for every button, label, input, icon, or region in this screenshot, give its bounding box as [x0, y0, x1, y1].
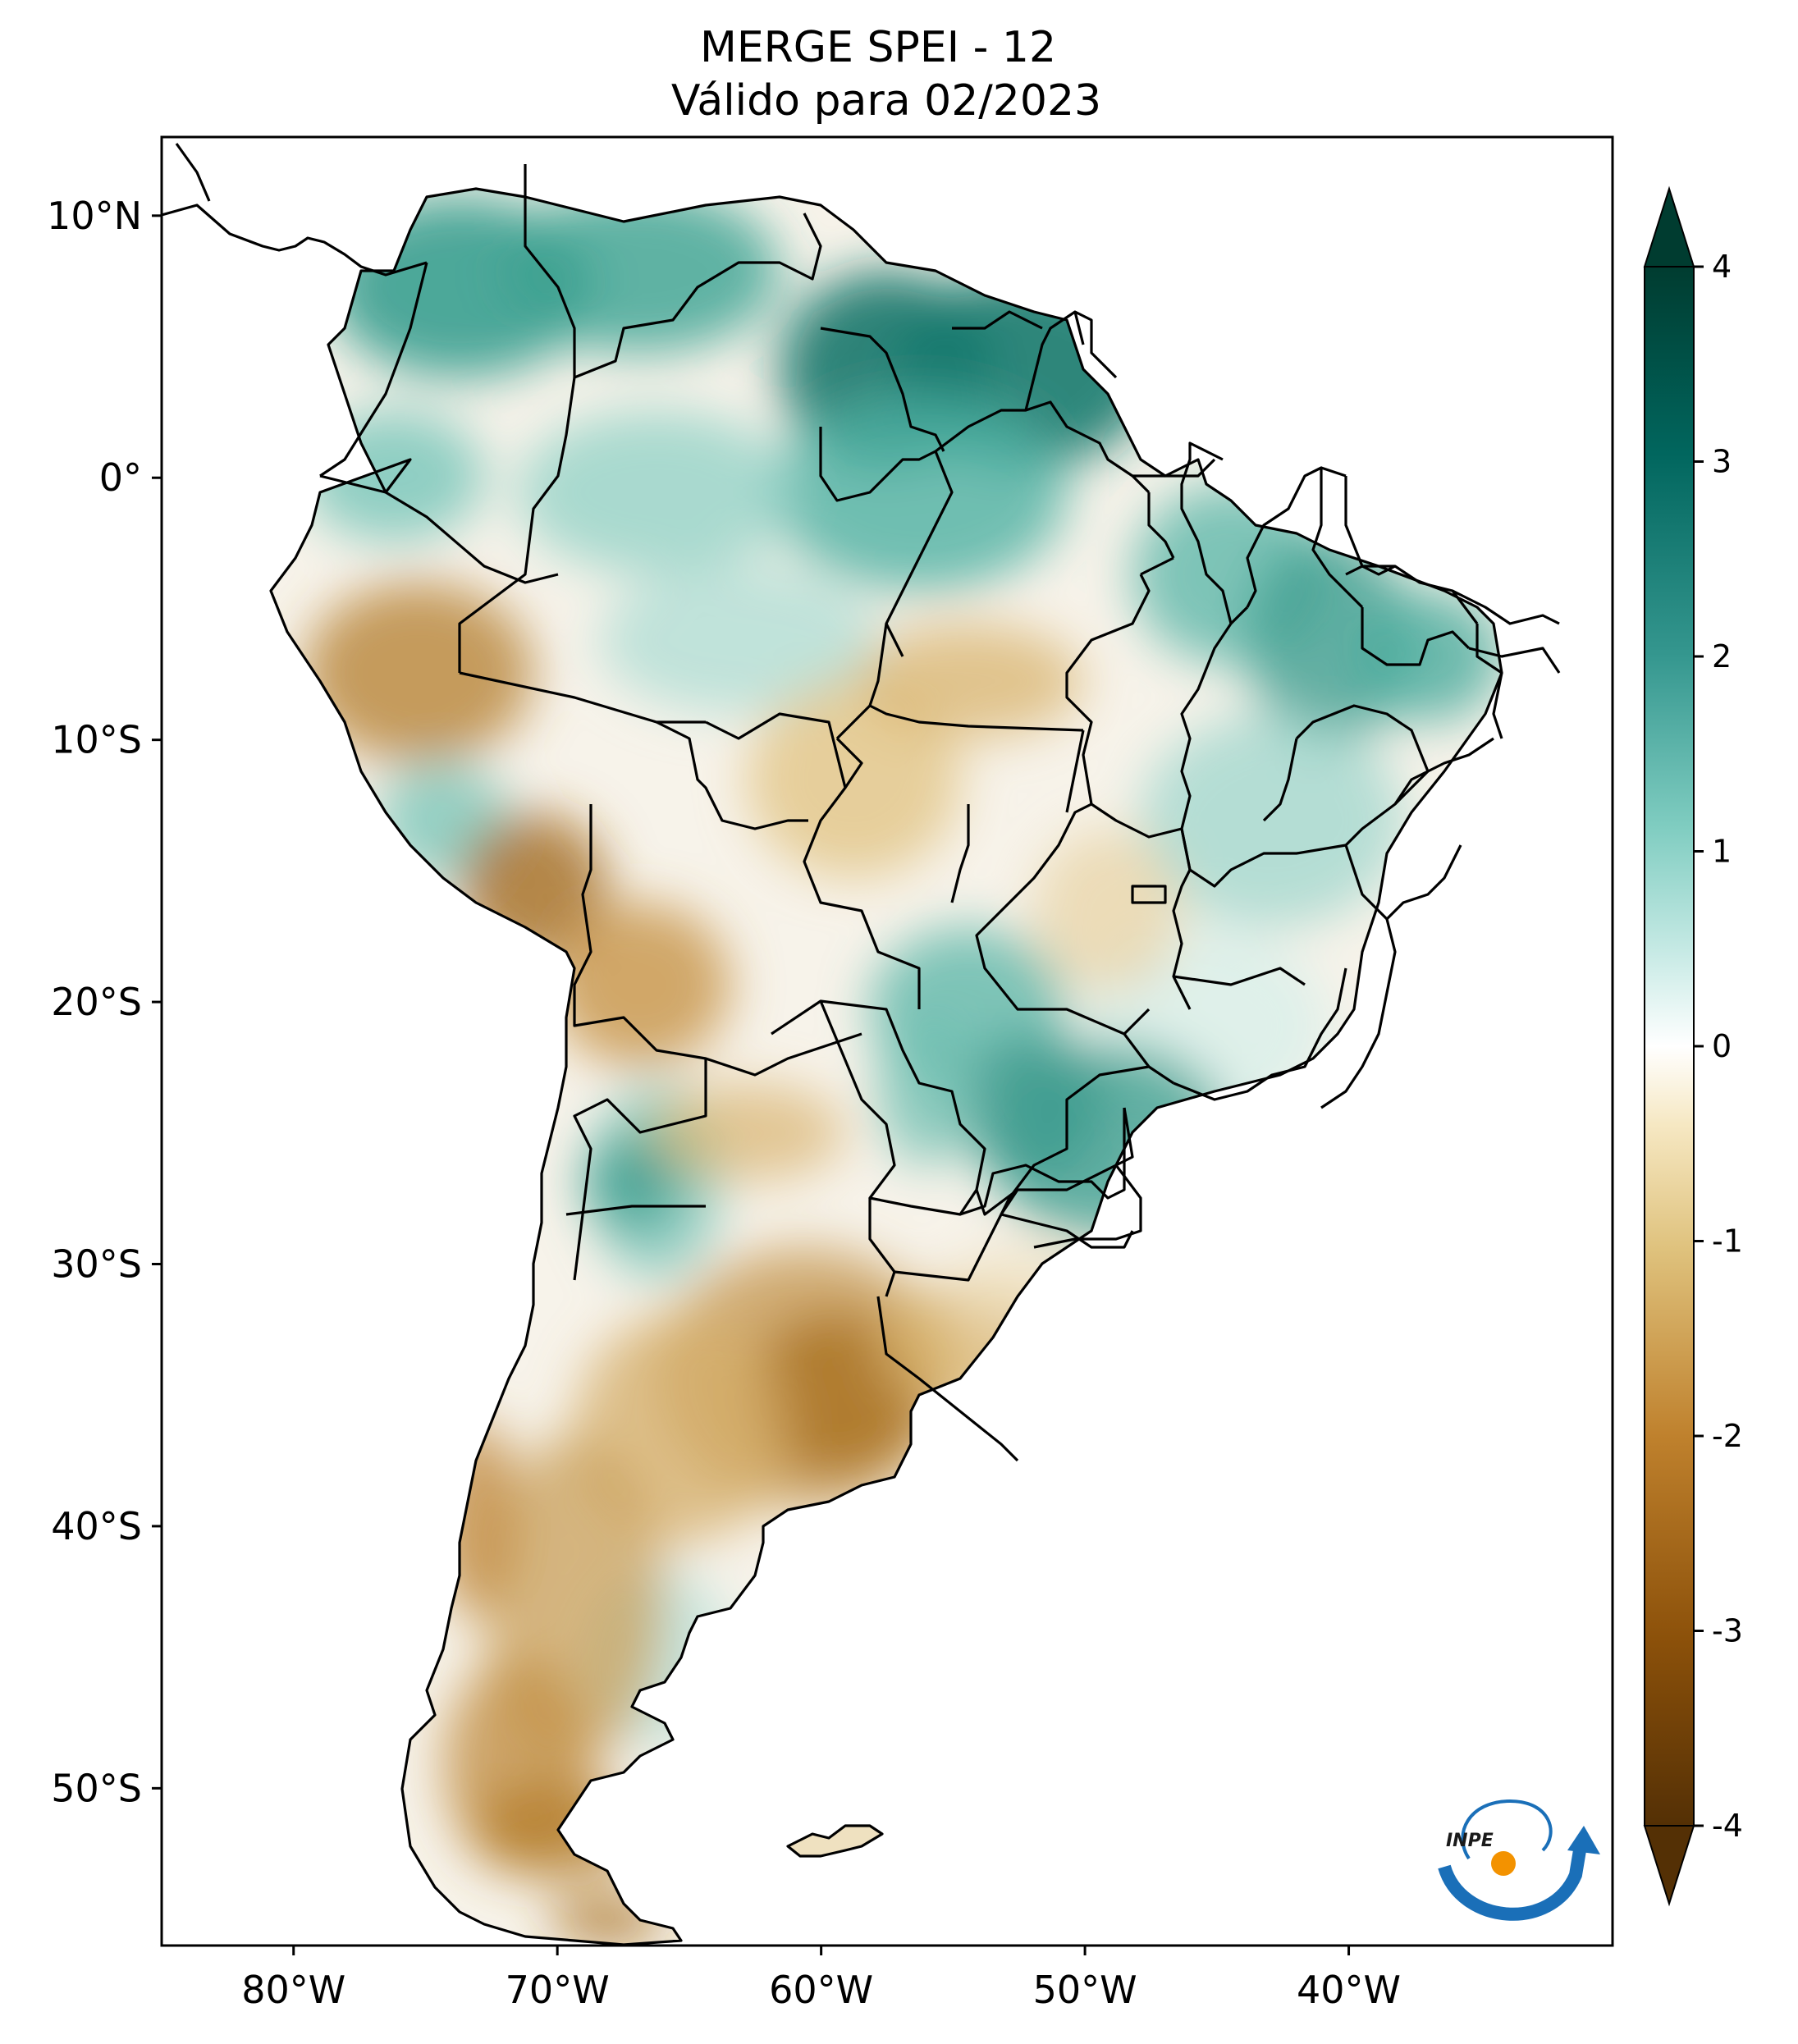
logo-text: INPE: [1446, 1831, 1494, 1851]
lon-tick-label: 80°W: [241, 1968, 345, 2012]
lat-tick-label: 50°S: [51, 1766, 142, 1810]
colorbar-tick-label: -3: [1712, 1613, 1743, 1649]
colorbar-extend-min: [1643, 1825, 1695, 1907]
lon-tick-label: 60°W: [769, 1968, 873, 2012]
colorbar-ticks: 4 3 2 1 0 -1 -2 -3 -4: [1694, 249, 1743, 1844]
lon-tick-label: 50°W: [1033, 1968, 1137, 2012]
colorbar-tick-label: -2: [1712, 1418, 1743, 1454]
longitude-ticks: 80°W 70°W 60°W 50°W 40°W: [241, 1946, 1401, 2012]
lat-tick-label: 20°S: [51, 980, 142, 1024]
map-title-line2: Válido para 02/2023: [671, 76, 1101, 126]
colorbar-tick-label: 4: [1712, 249, 1732, 285]
inpe-logo: INPE: [1438, 1799, 1600, 1921]
lat-tick-label: 40°S: [51, 1504, 142, 1548]
colorbar-tick-label: 2: [1712, 638, 1732, 674]
colorbar-tick-label: 1: [1712, 834, 1732, 870]
colorbar-tick-label: -1: [1712, 1223, 1743, 1260]
colorbar-tick-label: 0: [1712, 1028, 1732, 1064]
lat-tick-label: 10°S: [51, 718, 142, 762]
lon-tick-label: 40°W: [1297, 1968, 1401, 2012]
lat-tick-label: 10°N: [47, 194, 142, 238]
lat-tick-label: 30°S: [51, 1242, 142, 1287]
logo-orange-dot: [1491, 1851, 1516, 1876]
lat-tick-label: 0°: [99, 455, 142, 500]
colorbar-extend-max: [1643, 185, 1695, 268]
logo-orbit-arc: [1461, 1799, 1553, 1860]
map-title-line1: MERGE SPEI - 12: [700, 23, 1056, 72]
colorbar-gradient: [1644, 266, 1695, 1827]
map-frame: [160, 135, 1614, 1947]
latitude-ticks: 10°N 0° 10°S 20°S 30°S 40°S 50°S: [47, 194, 162, 1810]
coastline-and-borders: [162, 143, 1561, 1946]
logo-swoosh: [1438, 1849, 1586, 1921]
colorbar: 4 3 2 1 0 -1 -2 -3 -4: [1643, 185, 1743, 1907]
logo-arrow-icon: [1567, 1826, 1600, 1854]
lon-tick-label: 70°W: [506, 1968, 610, 2012]
colorbar-tick-label: -4: [1712, 1808, 1743, 1844]
map-axes: [160, 135, 1614, 1947]
colorbar-tick-label: 3: [1712, 444, 1732, 480]
